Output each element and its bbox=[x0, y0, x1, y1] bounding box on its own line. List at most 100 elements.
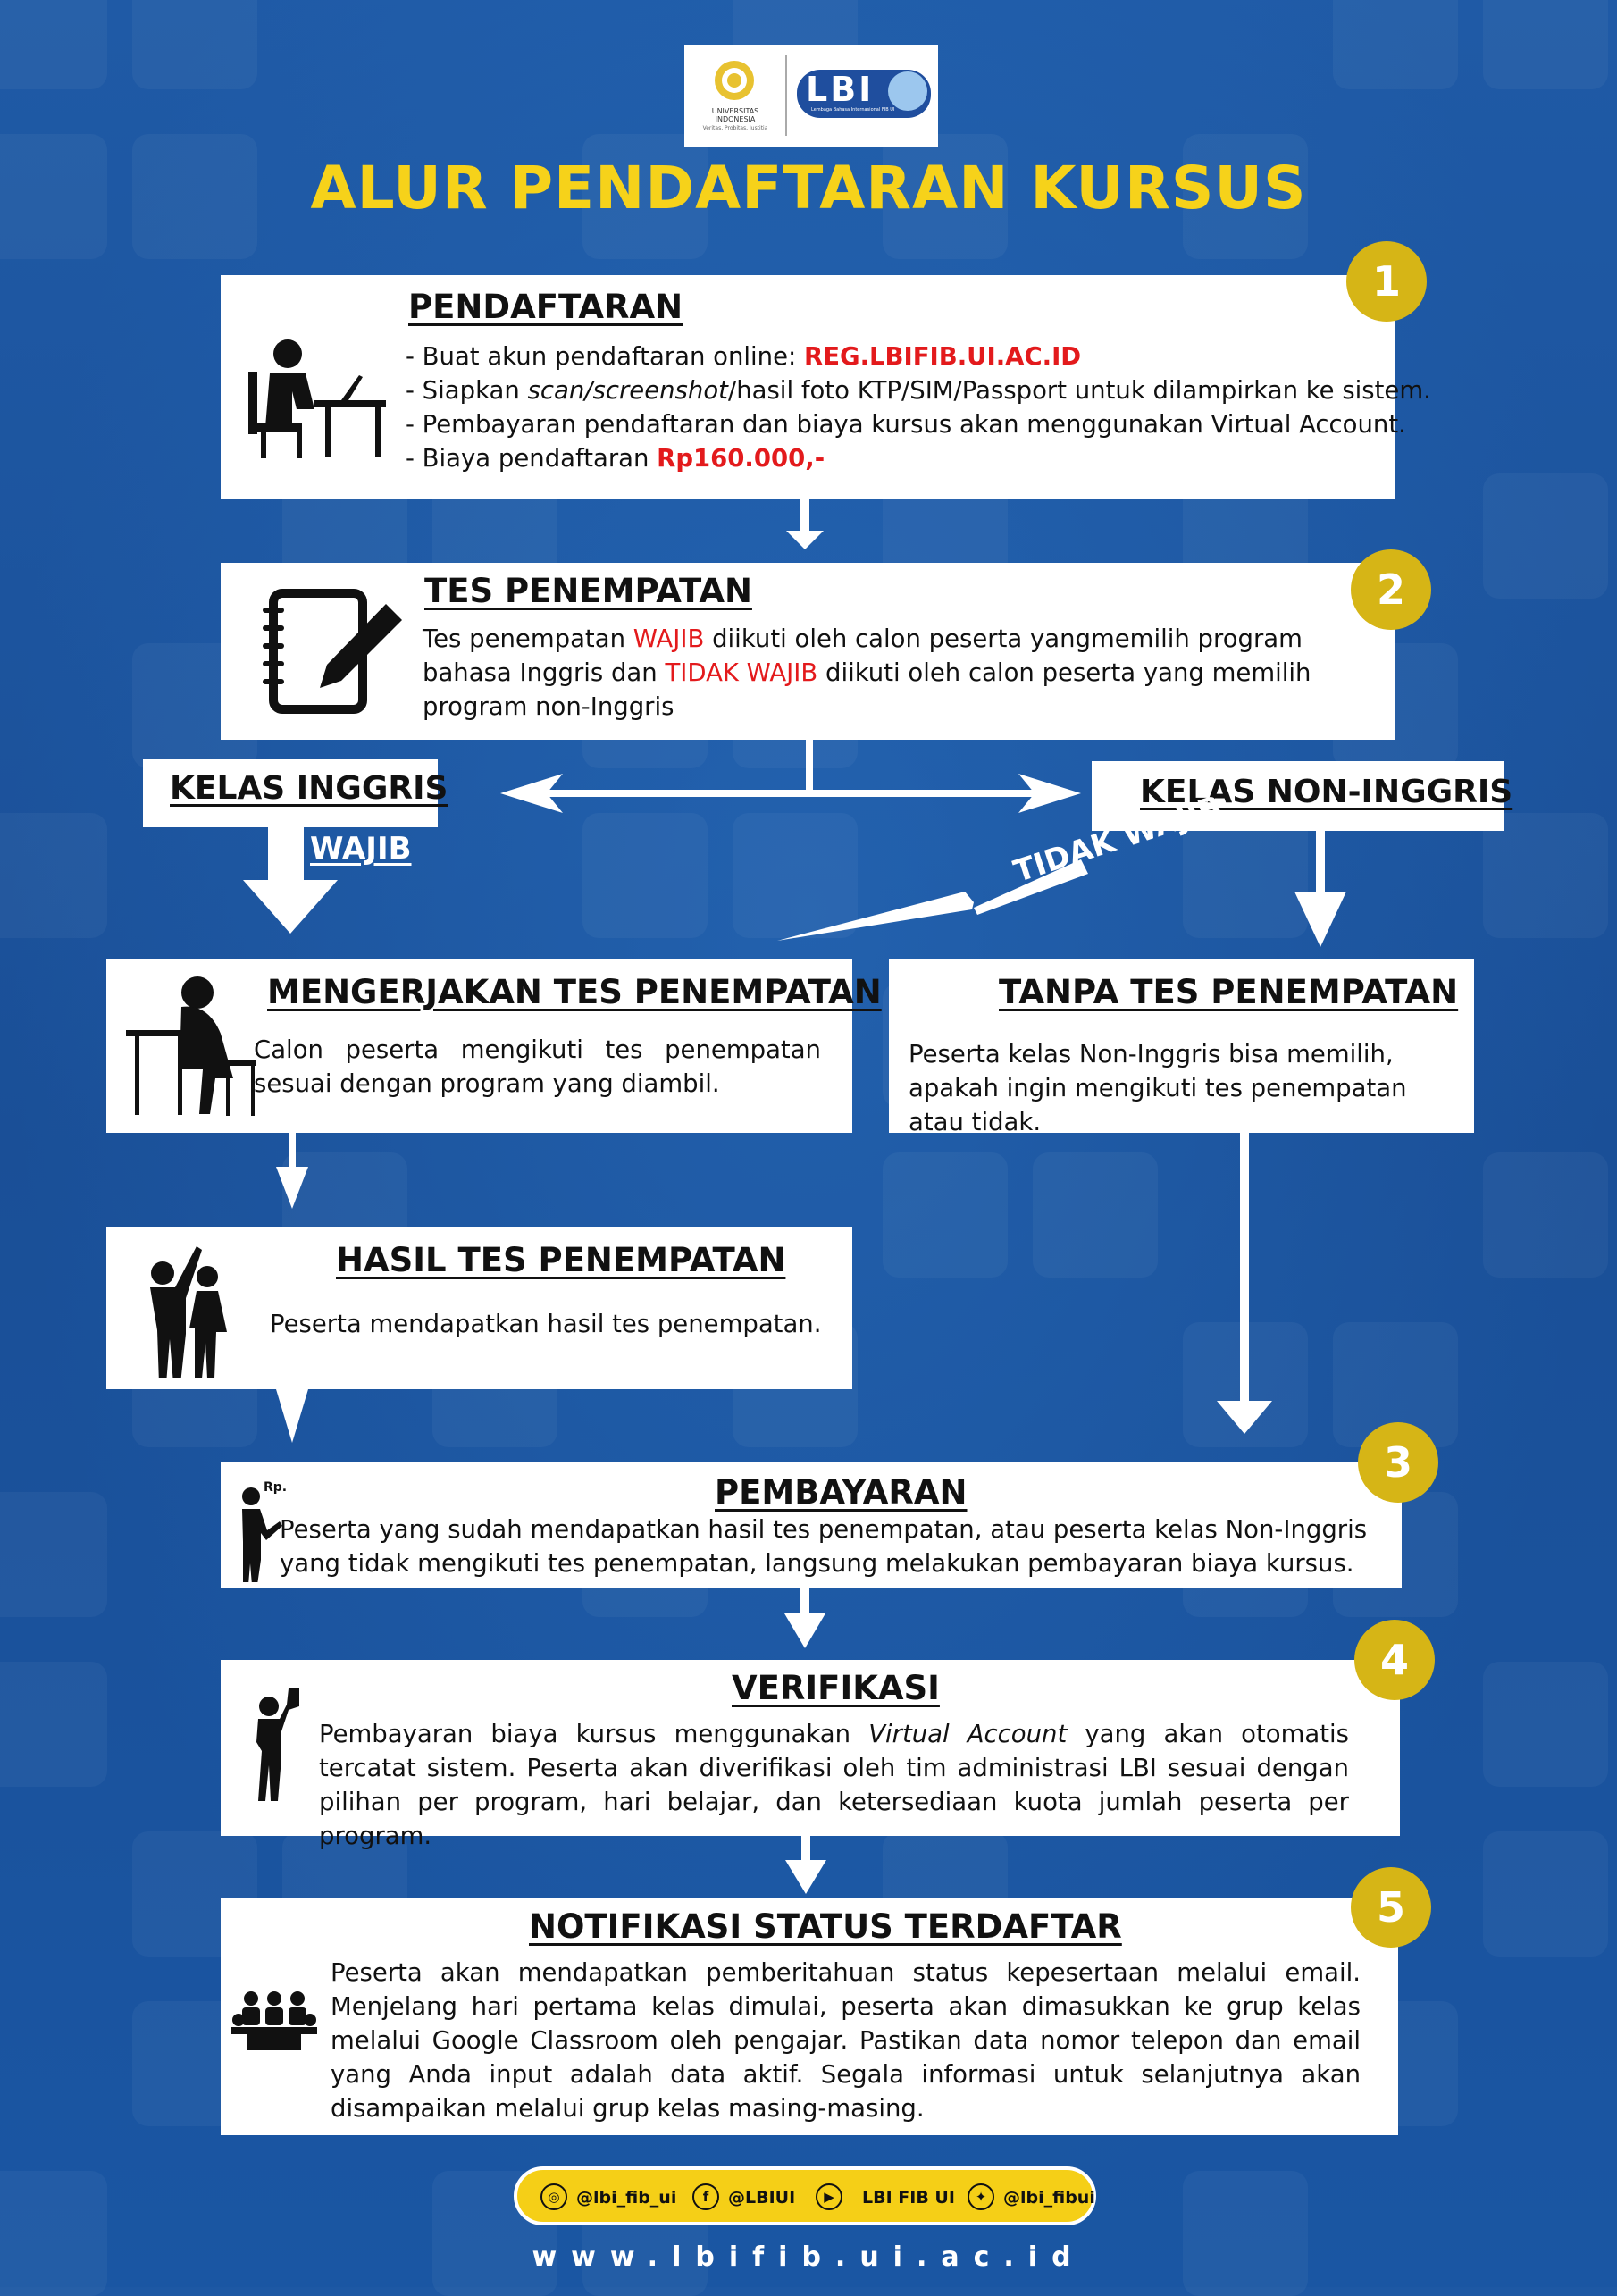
background-tile bbox=[0, 813, 107, 938]
background-tile bbox=[0, 2171, 107, 2296]
rupiah-label: Rp. bbox=[264, 1480, 288, 1495]
kelas-inggris-box: KELAS INGGRIS bbox=[143, 759, 448, 827]
tidak-wajib-highlight: TIDAK WAJIB bbox=[665, 658, 818, 687]
background-tile bbox=[582, 813, 708, 938]
hasil-tes-box: HASIL TES PENEMPATAN Peserta mendapatkan… bbox=[106, 1227, 852, 1389]
step-notifikasi-box: NOTIFIKASI STATUS TERDAFTAR Peserta akan… bbox=[221, 1898, 1398, 2135]
youtube-channel: LBI FIB UI bbox=[862, 2188, 955, 2208]
notepad-pencil-icon bbox=[263, 589, 402, 714]
hasil-text: Peserta mendapatkan hasil tes penempatan… bbox=[270, 1310, 822, 1338]
logo-ui-motto: Veritas, Probitas, Iustitia bbox=[702, 125, 768, 131]
tanpa-tes-box: TANPA TES PENEMPATAN Peserta kelas Non-I… bbox=[889, 959, 1474, 1136]
step-verifikasi-heading: VERIFIKASI bbox=[732, 1669, 940, 1707]
instagram-handle: @lbi_fib_ui bbox=[576, 2188, 677, 2208]
instagram-icon: ◎ bbox=[540, 2183, 567, 2210]
tanpa-text: Peserta kelas Non-Inggris bisa memilih, … bbox=[909, 1040, 1407, 1136]
step-tes-text: Tes penempatan WAJIB diikuti oleh calon … bbox=[423, 622, 1352, 724]
background-tile bbox=[0, 134, 107, 259]
step-pendaftaran-line3: - Pembayaran pendaftaran dan biaya kursu… bbox=[406, 410, 1406, 439]
page-title: ALUR PENDAFTARAN KURSUS bbox=[310, 154, 1307, 222]
background-tile bbox=[1483, 0, 1608, 89]
registration-fee: Rp160.000,- bbox=[657, 444, 825, 473]
step-1-badge: 1 bbox=[1346, 241, 1427, 322]
logo-ui-text: UNIVERSITAS INDONESIA bbox=[711, 107, 759, 123]
step-pembayaran-box: Rp. PEMBAYARAN Peserta yang sudah mendap… bbox=[221, 1462, 1402, 1588]
line2-b: /hasil foto KTP/SIM/Passport untuk dilam… bbox=[727, 376, 1431, 405]
background-tile bbox=[733, 813, 858, 938]
line4-prefix: - Biaya pendaftaran bbox=[406, 444, 658, 473]
youtube-icon: ▶ bbox=[816, 2183, 842, 2210]
tes-text-c: diikuti oleh calon peserta yang memilih … bbox=[423, 658, 1311, 721]
line2-italic: scan/screenshot bbox=[527, 376, 728, 405]
classroom-group-icon bbox=[231, 1991, 317, 2050]
background-tile bbox=[0, 1492, 107, 1617]
step-5-badge: 5 bbox=[1351, 1867, 1431, 1948]
step-notifikasi-heading: NOTIFIKASI STATUS TERDAFTAR bbox=[529, 1907, 1122, 1946]
verifikasi-text-a: Pembayaran biaya kursus menggunakan bbox=[319, 1720, 869, 1748]
background-tile bbox=[1483, 473, 1608, 599]
social-media-bar: ◎ @lbi_fib_ui f @LBIUI ▶ LBI FIB UI ✦ @l… bbox=[514, 2166, 1096, 2225]
facebook-handle: @LBIUI bbox=[728, 2188, 796, 2208]
background-tile bbox=[1183, 134, 1308, 259]
virtual-account-italic: Virtual Account bbox=[868, 1720, 1068, 1748]
mengerjakan-tes-box: MENGERJAKAN TES PENEMPATAN Calon peserta… bbox=[106, 959, 882, 1133]
step-notifikasi-text: Peserta akan mendapatkan pemberitahuan s… bbox=[331, 1958, 1361, 2123]
kelas-inggris-label: KELAS INGGRIS bbox=[170, 770, 448, 807]
background-tile bbox=[1033, 1152, 1158, 1278]
website-url[interactable]: www.lbifib.ui.ac.id bbox=[532, 2242, 1085, 2273]
registration-link[interactable]: REG.LBIFIB.UI.AC.ID bbox=[804, 342, 1082, 371]
logo-panel: UNIVERSITAS INDONESIA Veritas, Probitas,… bbox=[684, 45, 938, 147]
person-studying-icon bbox=[126, 976, 256, 1116]
step-pendaftaran-heading: PENDAFTARAN bbox=[408, 288, 683, 326]
background-tile bbox=[1333, 0, 1458, 89]
kelas-non-inggris-label: KELAS NON-INGGRIS bbox=[1140, 774, 1513, 810]
background-tile bbox=[0, 0, 107, 89]
step-4-badge: 4 bbox=[1354, 1620, 1435, 1700]
background-tile bbox=[883, 134, 1008, 259]
background-tile bbox=[582, 134, 708, 259]
step-verifikasi-box: VERIFIKASI Pembayaran biaya kursus mengg… bbox=[221, 1660, 1400, 1850]
background-tile bbox=[132, 134, 257, 259]
background-tile bbox=[1483, 813, 1608, 938]
high-five-icon bbox=[150, 1246, 227, 1378]
step-pendaftaran-line1: - Buat akun pendaftaran online: REG.LBIF… bbox=[406, 339, 1081, 373]
logo-lbi-text: LBI bbox=[806, 70, 875, 109]
step-pendaftaran-box: PENDAFTARAN - Buat akun pendaftaran onli… bbox=[221, 275, 1431, 499]
line1-prefix: - Buat akun pendaftaran online: bbox=[406, 342, 805, 371]
wajib-highlight: WAJIB bbox=[633, 624, 705, 653]
background-tile bbox=[1483, 1152, 1608, 1278]
twitter-handle: @lbi_fibui bbox=[1003, 2188, 1095, 2208]
step-pembayaran-heading: PEMBAYARAN bbox=[715, 1473, 968, 1512]
background-tile bbox=[132, 0, 257, 89]
background-tile bbox=[0, 1662, 107, 1787]
logo-graphic bbox=[715, 55, 931, 136]
tanpa-heading: TANPA TES PENEMPATAN bbox=[999, 973, 1459, 1011]
twitter-icon: ✦ bbox=[968, 2183, 994, 2210]
line2-a: - Siapkan bbox=[406, 376, 528, 405]
mengerjakan-heading: MENGERJAKAN TES PENEMPATAN bbox=[267, 973, 882, 1011]
step-pembayaran-text: Peserta yang sudah mendapatkan hasil tes… bbox=[280, 1515, 1368, 1578]
step-pendaftaran-line2: - Siapkan scan/screenshot/hasil foto KTP… bbox=[406, 373, 1431, 407]
wajib-label: WAJIB bbox=[310, 831, 412, 867]
step-pendaftaran-line4: - Biaya pendaftaran Rp160.000,- bbox=[406, 441, 825, 475]
tes-text-b: diikuti oleh calon peserta yangmemilih p… bbox=[423, 624, 1303, 687]
tes-text-a: Tes penempatan bbox=[423, 624, 633, 653]
background-tile bbox=[883, 1152, 1008, 1278]
background-tile bbox=[1183, 2171, 1308, 2296]
step-tes-penempatan-box: TES PENEMPATAN Tes penempatan WAJIB diik… bbox=[221, 563, 1395, 740]
background-tile bbox=[1483, 1662, 1608, 1787]
logo-lbi-sub: Lembaga Bahasa Internasional FIB UI bbox=[811, 107, 895, 113]
step-verifikasi-text: Pembayaran biaya kursus menggunakan Virt… bbox=[319, 1717, 1349, 1853]
verifikasi-text-b: yang akan otomatis tercatat sistem. Pese… bbox=[319, 1720, 1349, 1850]
step-3-badge: 3 bbox=[1358, 1422, 1438, 1503]
person-rupiah-icon bbox=[242, 1487, 282, 1582]
person-holding-document-icon bbox=[256, 1688, 299, 1801]
background-tile bbox=[1483, 1831, 1608, 1957]
facebook-icon: f bbox=[692, 2183, 719, 2210]
step-tes-heading: TES PENEMPATAN bbox=[424, 572, 752, 610]
mengerjakan-text: Calon peserta mengikuti tes penempatan s… bbox=[254, 1035, 821, 1098]
background-tile bbox=[1183, 813, 1308, 938]
kelas-non-inggris-box: KELAS NON-INGGRIS bbox=[1092, 761, 1512, 831]
